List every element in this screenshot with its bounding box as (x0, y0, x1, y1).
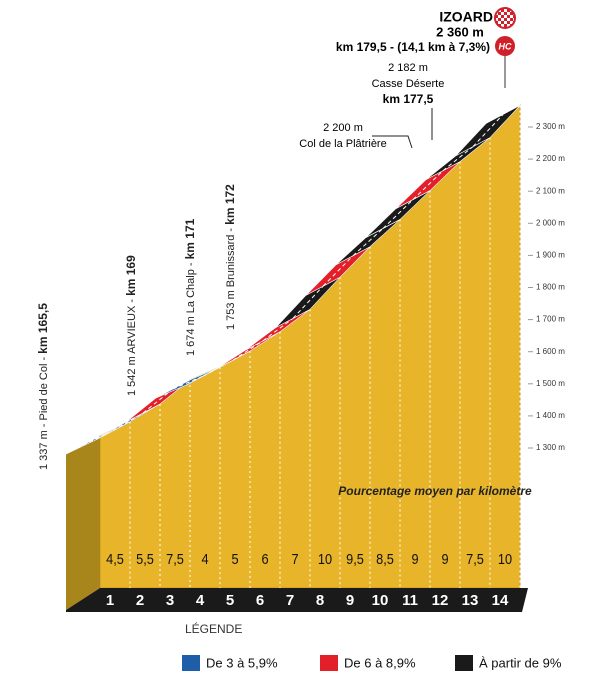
gradient-label: 9 (441, 550, 448, 567)
values-title: Pourcentage moyen par kilomètre (338, 484, 532, 498)
y-tick-label: 2 100 m (536, 186, 565, 195)
centre-line (322, 255, 354, 287)
gradient-label: 5 (231, 550, 238, 567)
gradient-label: 10 (498, 550, 512, 567)
km-label: 11 (402, 592, 418, 609)
legend-label: De 6 à 8,9% (344, 655, 416, 670)
y-tick-label: 1 600 m (536, 347, 565, 356)
summit-summary: km 179,5 - (14,1 km à 7,3%) (336, 40, 490, 54)
centre-line (232, 340, 264, 361)
point-annotation: 1 337 m - Pied de Col - km 165,5 (36, 303, 50, 470)
gradient-label: 7,5 (466, 550, 484, 567)
gradient-label: 6 (261, 550, 268, 567)
km-label: 4 (196, 592, 205, 609)
y-tick-label: 1 700 m (536, 315, 565, 324)
annotation-place: 1 337 m - Pied de Col - (38, 354, 50, 470)
gradient-label: 8,5 (376, 550, 394, 567)
km-label: 10 (372, 592, 389, 609)
km-label: 2 (136, 592, 144, 609)
y-tick-label: 1 300 m (536, 443, 565, 452)
finish-icon (494, 7, 516, 29)
summit-altitude: 2 360 m (436, 24, 484, 39)
km-label: 14 (492, 592, 509, 609)
km-label: 1 (106, 592, 114, 609)
annotation-place: 1 674 m La Chalp - (185, 259, 197, 356)
point-annotation: 1 753 m Brunissard - km 172 (223, 184, 237, 330)
km-label: 6 (256, 592, 264, 609)
annotations: 1 337 m - Pied de Col - km 165,5 1 542 m … (36, 62, 444, 470)
annotation-altitude: 2 182 m (388, 62, 428, 74)
centre-line (262, 317, 294, 342)
gradient-label: 4 (201, 550, 208, 567)
km-label: 13 (462, 592, 479, 609)
category-icon (495, 36, 515, 56)
category-badge: HC (499, 41, 512, 51)
annotation-place: Col de la Plâtrière (299, 138, 386, 150)
legend-swatch (455, 655, 473, 671)
centre-line (472, 114, 504, 147)
base-band (66, 588, 528, 612)
legend-swatch (320, 655, 338, 671)
legend: De 3 à 5,9% De 6 à 8,9% À partir de 9% (182, 655, 562, 671)
legend-title: LÉGENDE (185, 621, 242, 636)
gradient-label: 9 (411, 550, 418, 567)
centre-line (82, 430, 114, 446)
y-tick-label: 1 900 m (536, 251, 565, 260)
gradient-label: 9,5 (346, 550, 364, 567)
gradient-label: 4,5 (106, 550, 124, 567)
annotation-place: 1 753 m Brunissard - (225, 225, 237, 330)
gradient-label: 10 (318, 550, 332, 567)
annotation-place: Casse Déserte (372, 78, 445, 90)
annotation-altitude: 2 200 m (323, 122, 363, 134)
annotation-km: km 169 (124, 255, 138, 296)
km-label: 8 (316, 592, 324, 609)
y-tick-label: 1 400 m (536, 411, 565, 420)
y-tick-label: 2 300 m (536, 122, 565, 131)
point-annotation: 1 674 m La Chalp - km 171 (183, 218, 197, 356)
point-annotation: 1 542 m ARVIEUX - km 169 (124, 255, 138, 396)
summit-name: IZOARD (439, 9, 493, 25)
y-tick-label: 1 800 m (536, 283, 565, 292)
profile: 1 300 m 1 400 m 1 500 m 1 600 m 1 700 m 1 800… (65, 104, 565, 612)
gradient-label: 5,5 (136, 550, 154, 567)
centre-line (172, 375, 204, 390)
centre-line (292, 285, 324, 319)
km-label: 7 (286, 592, 294, 609)
gradient-label: 7 (291, 550, 298, 567)
gradient-label: 7,5 (166, 550, 184, 567)
annotation-km: km 165,5 (36, 303, 50, 354)
side-face (66, 436, 100, 610)
annotation-km: km 171 (183, 218, 197, 259)
y-tick-label: 2 000 m (536, 218, 565, 227)
y-tick-label: 2 200 m (536, 154, 565, 163)
legend-label: À partir de 9% (479, 655, 562, 670)
km-label: 9 (346, 592, 354, 609)
annotation-leader (372, 135, 413, 149)
y-tick-label: 1 500 m (536, 379, 565, 388)
km-label: 3 (166, 592, 174, 609)
legend-label: De 3 à 5,9% (206, 655, 278, 670)
km-label: 5 (226, 592, 234, 609)
annotation-km: km 177,5 (383, 92, 434, 106)
legend-swatch (182, 655, 200, 671)
annotation-km: km 172 (223, 184, 237, 225)
km-label: 12 (432, 592, 449, 609)
annotation-place: 1 542 m ARVIEUX - (126, 296, 138, 396)
